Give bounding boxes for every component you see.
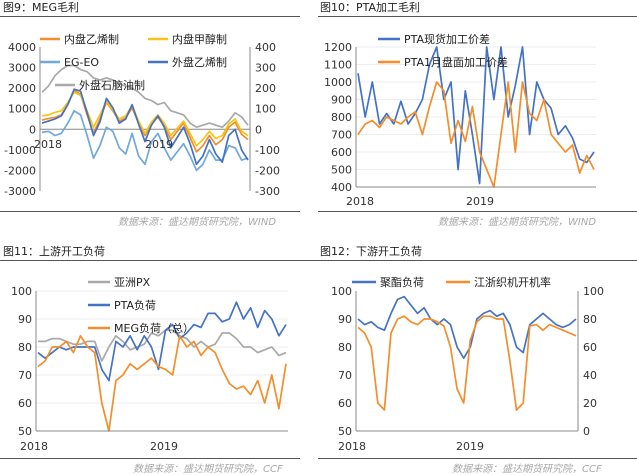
chart3-plot: 100 90 80 70 60 50 2018 2019 亚洲PX PTA负荷 MEG负荷（总） bbox=[11, 276, 288, 453]
chart3-source: 数据来源：盛达期货研究院，CCF bbox=[133, 464, 283, 475]
series-line-1 bbox=[41, 89, 249, 153]
chart4-source: 数据来源：盛达期货研究院，CCF bbox=[452, 464, 602, 475]
y-tick-label: 0 bbox=[29, 123, 36, 136]
y-tick-label: 900 bbox=[331, 94, 352, 107]
chart4-plot: 100 90 80 70 60 50 100 80 60 40 20 0 2018 2019 聚酯负荷 江浙织… bbox=[331, 275, 604, 453]
legend-label-1: 内盘乙烯制 bbox=[64, 32, 119, 46]
series-line-3 bbox=[41, 109, 249, 172]
y-tick-label: 1000 bbox=[324, 76, 352, 89]
series-line-1 bbox=[38, 329, 287, 362]
y-tick-label: -1000 bbox=[4, 144, 36, 157]
y2-tick-label: -300 bbox=[255, 185, 280, 198]
y-tick-label: -3000 bbox=[4, 185, 36, 198]
y-tick-label: 1000 bbox=[8, 103, 36, 116]
chart2-title: 图10：PTA加工毛利 bbox=[320, 1, 421, 14]
y-tick-label: 90 bbox=[338, 313, 352, 326]
y-tick-label: 600 bbox=[331, 146, 352, 159]
x-tick-label: 2019 bbox=[456, 440, 484, 453]
y-tick-label: 100 bbox=[331, 285, 352, 298]
y-tick-label: 90 bbox=[18, 313, 32, 326]
y-tick-label: 100 bbox=[11, 285, 32, 298]
y-tick-label: 80 bbox=[18, 341, 32, 354]
chart4-title-rule bbox=[290, 260, 637, 261]
chart1-plot: 40003000200010000-1000-2000-300040030020… bbox=[4, 32, 280, 198]
series-line-2 bbox=[357, 315, 577, 411]
x-tick-label: 2018 bbox=[20, 440, 48, 453]
y-tick-label: 70 bbox=[338, 369, 352, 382]
y-tick-label: 1200 bbox=[324, 41, 352, 54]
chart4-title: 图12：下游开工负荷 bbox=[320, 245, 422, 258]
y2-tick-label: 80 bbox=[583, 313, 597, 326]
y2-tick-label: -200 bbox=[255, 164, 280, 177]
series-line-3 bbox=[37, 334, 287, 432]
chart1-title: 图9：MEG毛利 bbox=[3, 1, 79, 14]
y2-tick-label: 100 bbox=[255, 103, 276, 116]
chart4-bottom-rule bbox=[318, 458, 637, 459]
series-line-1 bbox=[357, 295, 577, 360]
chart1-title-rule bbox=[0, 16, 300, 17]
legend-label-3: MEG负荷（总） bbox=[114, 321, 194, 335]
y2-tick-label: 60 bbox=[583, 341, 597, 354]
chart2-source: 数据来源：盛达期货研究院，WIND bbox=[438, 217, 597, 228]
legend-label-2: 江浙织机开机率 bbox=[474, 275, 551, 289]
y-tick-label: 2000 bbox=[8, 82, 36, 95]
legend-label-4: 外盘乙烯制 bbox=[172, 55, 227, 69]
y-tick-label: 700 bbox=[331, 129, 352, 142]
series-line-5 bbox=[41, 64, 249, 129]
legend-label-5: 外盘石脑油制 bbox=[79, 78, 145, 92]
chart3-bottom-rule bbox=[0, 458, 300, 459]
x-tick-label: 2019 bbox=[145, 138, 173, 151]
y-tick-label: 50 bbox=[18, 425, 32, 438]
x-tick-label: 2019 bbox=[466, 195, 494, 208]
chart2-bottom-rule bbox=[318, 211, 637, 212]
series-line-2 bbox=[41, 91, 249, 147]
y-tick-label: 500 bbox=[331, 164, 352, 177]
y-tick-label: 60 bbox=[338, 397, 352, 410]
y2-tick-label: 0 bbox=[255, 123, 262, 136]
legend-label-1: 亚洲PX bbox=[114, 276, 151, 289]
y-tick-label: -2000 bbox=[4, 164, 36, 177]
series-line-2 bbox=[37, 301, 287, 382]
chart1-bottom-rule bbox=[0, 211, 300, 212]
x-tick-label: 2019 bbox=[150, 440, 178, 453]
x-tick-label: 2018 bbox=[338, 440, 366, 453]
y2-tick-label: 200 bbox=[255, 82, 276, 95]
y-tick-label: 70 bbox=[18, 369, 32, 382]
x-tick-label: 2018 bbox=[34, 138, 62, 151]
series-line-4 bbox=[41, 88, 249, 166]
y2-tick-label: -100 bbox=[255, 144, 280, 157]
y2-tick-label: 300 bbox=[255, 62, 276, 75]
y-tick-label: 400 bbox=[331, 181, 352, 194]
y-tick-label: 50 bbox=[338, 425, 352, 438]
y2-tick-label: 100 bbox=[583, 285, 604, 298]
legend-label-2: PTA1月盘面加工价差 bbox=[404, 55, 508, 69]
y2-tick-label: 400 bbox=[255, 41, 276, 54]
chart1-source: 数据来源：盛达期货研究院，WIND bbox=[118, 217, 277, 228]
x-tick-label: 2018 bbox=[346, 195, 374, 208]
chart3-title: 图11：上游开工负荷 bbox=[3, 245, 105, 258]
y2-tick-label: 20 bbox=[583, 397, 597, 410]
y-tick-label: 4000 bbox=[8, 41, 36, 54]
y-tick-label: 800 bbox=[331, 111, 352, 124]
series-line-1 bbox=[357, 46, 595, 185]
chart2-title-rule bbox=[318, 16, 637, 17]
y2-tick-label: 40 bbox=[583, 369, 597, 382]
legend-label-3: EG-EO bbox=[64, 56, 99, 69]
chart3-title-rule bbox=[0, 260, 300, 261]
y-tick-label: 3000 bbox=[8, 62, 36, 75]
legend-label-1: 聚酯负荷 bbox=[380, 275, 424, 289]
y-tick-label: 60 bbox=[18, 397, 32, 410]
legend-label-2: 内盘甲醇制 bbox=[172, 32, 227, 46]
legend-label-1: PTA现货加工价差 bbox=[404, 32, 490, 46]
series-line-2 bbox=[357, 81, 595, 188]
y-tick-label: 1100 bbox=[324, 59, 352, 72]
legend-label-2: PTA负荷 bbox=[114, 298, 156, 312]
y-tick-label: 80 bbox=[338, 341, 352, 354]
y2-tick-label: 0 bbox=[583, 425, 590, 438]
